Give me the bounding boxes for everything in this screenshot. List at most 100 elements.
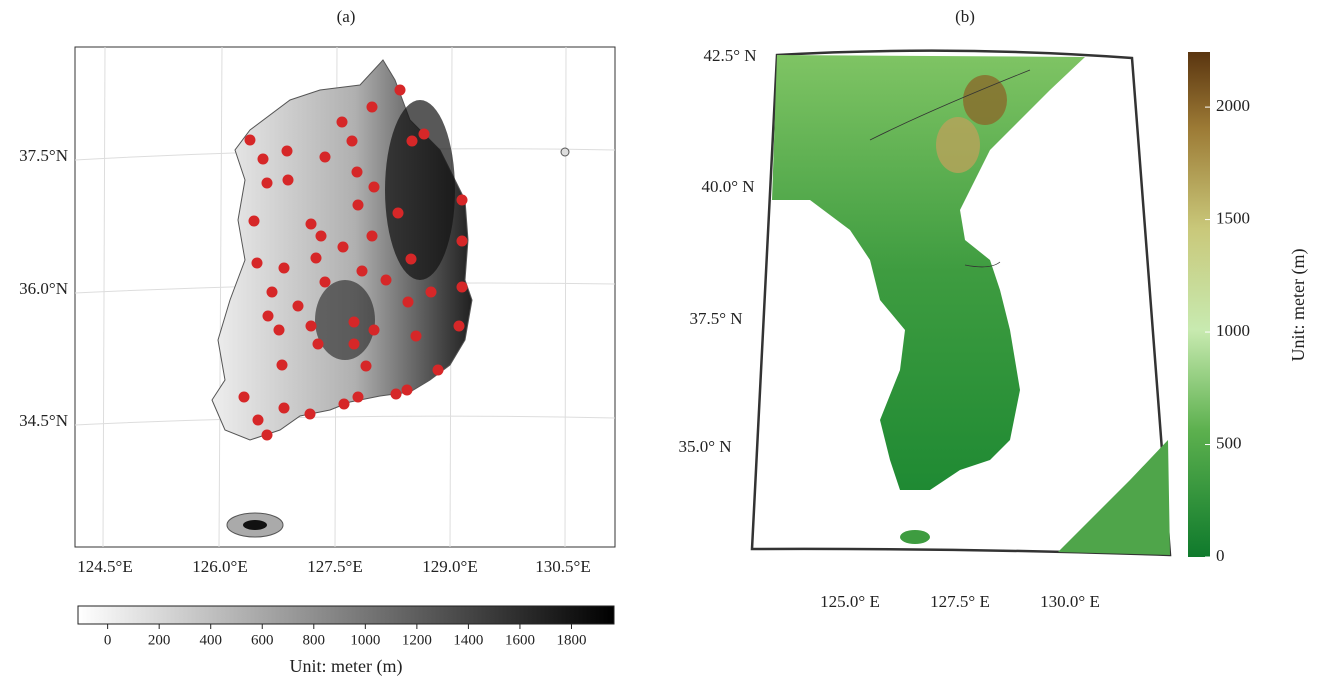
station [352,199,364,211]
island [560,147,570,157]
colorbar-tick-label: 1000 [1216,321,1250,340]
station [304,408,316,420]
station [453,320,465,332]
lat-label: 40.0° N [701,177,754,196]
lon-label: 127.5° E [930,592,990,611]
mountains [315,280,375,360]
panel-label: (a) [337,7,356,26]
station [351,166,363,178]
colorbar-tick-label: 0 [104,632,112,648]
land [1058,440,1170,555]
station [390,388,402,400]
station [273,324,285,336]
station [394,84,406,96]
station [310,252,322,264]
station [360,360,372,372]
lon-label: 127.5°E [307,557,362,576]
station [282,174,294,186]
station [251,257,263,269]
station [392,207,404,219]
colorbar-tick-label: 1000 [350,632,380,648]
lon-label: 125.0° E [820,592,880,611]
station [348,338,360,350]
lon-label: 129.0°E [422,557,477,576]
colorbar-tick-label: 1400 [453,632,483,648]
lat-label: 37.5° N [689,309,742,328]
lon-label: 130.5°E [535,557,590,576]
colorbar-tick-label: 1600 [505,632,535,648]
station [261,177,273,189]
mountains [963,75,1007,125]
border [869,69,1031,268]
station [405,253,417,265]
colorbar-tick-label: 500 [1216,433,1242,452]
colorbar-label: Unit: meter (m) [1288,249,1309,362]
lat-label: 36.0°N [19,279,68,298]
island [900,530,930,544]
station [238,391,250,403]
station [292,300,304,312]
colorbar [1188,52,1210,557]
colorbar-tick-label: 0 [1216,546,1225,565]
station [410,330,422,342]
panel-label: (b) [955,7,975,26]
station [312,338,324,350]
station [278,402,290,414]
station [425,286,437,298]
land [772,55,1085,490]
colorbar-tick-label: 1200 [402,632,432,648]
station [432,364,444,376]
station [337,241,349,253]
colorbar-tick-label: 600 [251,632,274,648]
mountains [385,100,455,280]
station [456,235,468,247]
lat-label: 34.5°N [19,411,68,430]
colorbar-tick-label: 400 [199,632,222,648]
station [348,316,360,328]
station [368,324,380,336]
station [352,391,364,403]
station [266,286,278,298]
lat-label: 37.5°N [19,146,68,165]
station [281,145,293,157]
mountains [936,117,980,173]
station [244,134,256,146]
station [406,135,418,147]
station [319,276,331,288]
island-peak [243,520,267,530]
station [456,194,468,206]
station [456,281,468,293]
station [380,274,392,286]
lat-label: 35.0° N [678,437,731,456]
stations [238,84,468,441]
station [366,230,378,242]
colorbar-tick-label: 800 [303,632,326,648]
colorbar-tick-label: 2000 [1216,96,1250,115]
station [368,181,380,193]
lon-label: 124.5°E [77,557,132,576]
colorbar-tick-label: 1500 [1216,208,1250,227]
station [252,414,264,426]
colorbar [77,605,615,625]
station [346,135,358,147]
colorbar-label: Unit: meter (m) [290,656,403,677]
station [276,359,288,371]
station [319,151,331,163]
station [305,320,317,332]
station [366,101,378,113]
station [336,116,348,128]
station [356,265,368,277]
lon-label: 126.0°E [192,557,247,576]
station [248,215,260,227]
station [402,296,414,308]
station [418,128,430,140]
station [315,230,327,242]
lat-label: 42.5° N [703,46,756,65]
station [262,310,274,322]
lon-label: 130.0° E [1040,592,1100,611]
station [305,218,317,230]
colorbar-tick-label: 1800 [556,632,586,648]
station [401,384,413,396]
colorbar-tick-label: 200 [148,632,171,648]
station [278,262,290,274]
